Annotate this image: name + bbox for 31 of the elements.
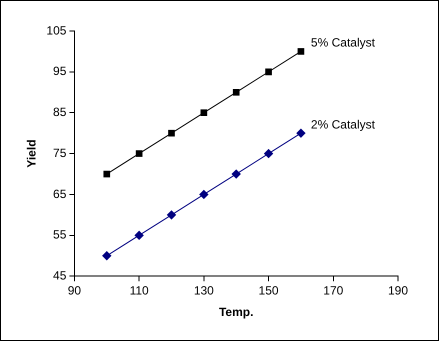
point <box>232 170 241 179</box>
point <box>298 48 304 55</box>
y-tick-label: 75 <box>53 146 67 160</box>
x-tick-label: 90 <box>68 284 82 298</box>
y-tick-label: 45 <box>53 268 67 283</box>
point <box>200 109 208 116</box>
x-tick-label: 150 <box>258 284 279 298</box>
x-axis-title: Temp. <box>218 305 254 320</box>
point <box>265 68 272 76</box>
y-tick-label: 55 <box>53 228 67 242</box>
point <box>102 251 112 260</box>
point <box>103 170 110 178</box>
y-tick-label: 95 <box>53 64 67 78</box>
x-tick-label: 110 <box>130 284 150 298</box>
point <box>199 190 208 199</box>
series-label: 2% Catalyst <box>310 117 376 132</box>
point <box>232 88 240 96</box>
series-label: 5% Catalyst <box>310 36 376 50</box>
y-tick-label: 65 <box>53 186 67 201</box>
point <box>136 150 142 157</box>
x-tick-label: 190 <box>388 284 408 298</box>
y-tick-label: 85 <box>53 105 67 120</box>
point <box>264 149 274 158</box>
point <box>134 230 144 240</box>
point <box>166 210 176 220</box>
x-tick-label: 130 <box>194 284 214 298</box>
point <box>168 130 175 136</box>
x-tick-label: 170 <box>323 284 344 298</box>
y-tick-label: 105 <box>46 23 67 38</box>
y-axis-title: Yield <box>24 139 39 168</box>
point <box>296 128 306 138</box>
